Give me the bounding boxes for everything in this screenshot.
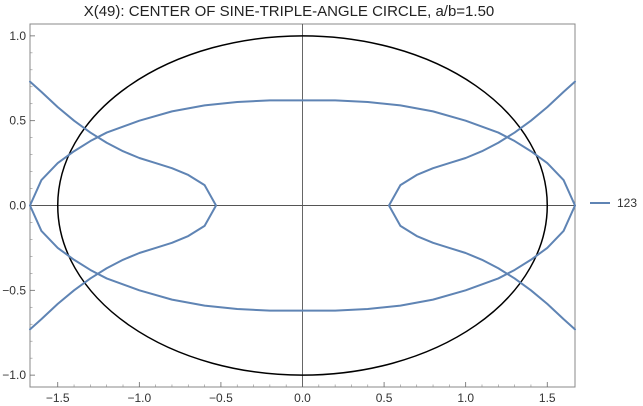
y-tick-label: 0.0 [9, 199, 26, 213]
curves [29, 35, 576, 376]
series-curve-1 [29, 80, 218, 331]
ticks: −1.5 −1.0 −0.5 0.0 0.5 1.0 1.5 −1.0 −0.5 0.0 0.5 1.… [2, 29, 556, 405]
x-tick-label: −0.5 [209, 391, 233, 405]
y-tick-label: 0.5 [9, 114, 26, 128]
x-tick-label: 0.0 [294, 391, 311, 405]
y-tick-label: −0.5 [2, 283, 26, 297]
x-tick-label: 0.5 [376, 391, 393, 405]
ellipse-curve [56, 35, 549, 376]
legend-label: 123 [617, 196, 637, 210]
y-tick-label: 1.0 [9, 29, 26, 43]
axes [30, 24, 575, 387]
x-tick-label: −1.0 [127, 391, 151, 405]
series-curve-2 [387, 80, 576, 331]
series-curve-3 [29, 99, 576, 207]
x-tick-label: 1.0 [457, 391, 474, 405]
x-tick-label: −1.5 [46, 391, 70, 405]
x-tick-label: 1.5 [539, 391, 556, 405]
y-tick-label: −1.0 [2, 368, 26, 382]
series-curve-4 [29, 204, 576, 312]
legend: 123 [590, 196, 637, 210]
chart-title: X(49): CENTER OF SINE-TRIPLE-ANGLE CIRCL… [84, 3, 495, 20]
